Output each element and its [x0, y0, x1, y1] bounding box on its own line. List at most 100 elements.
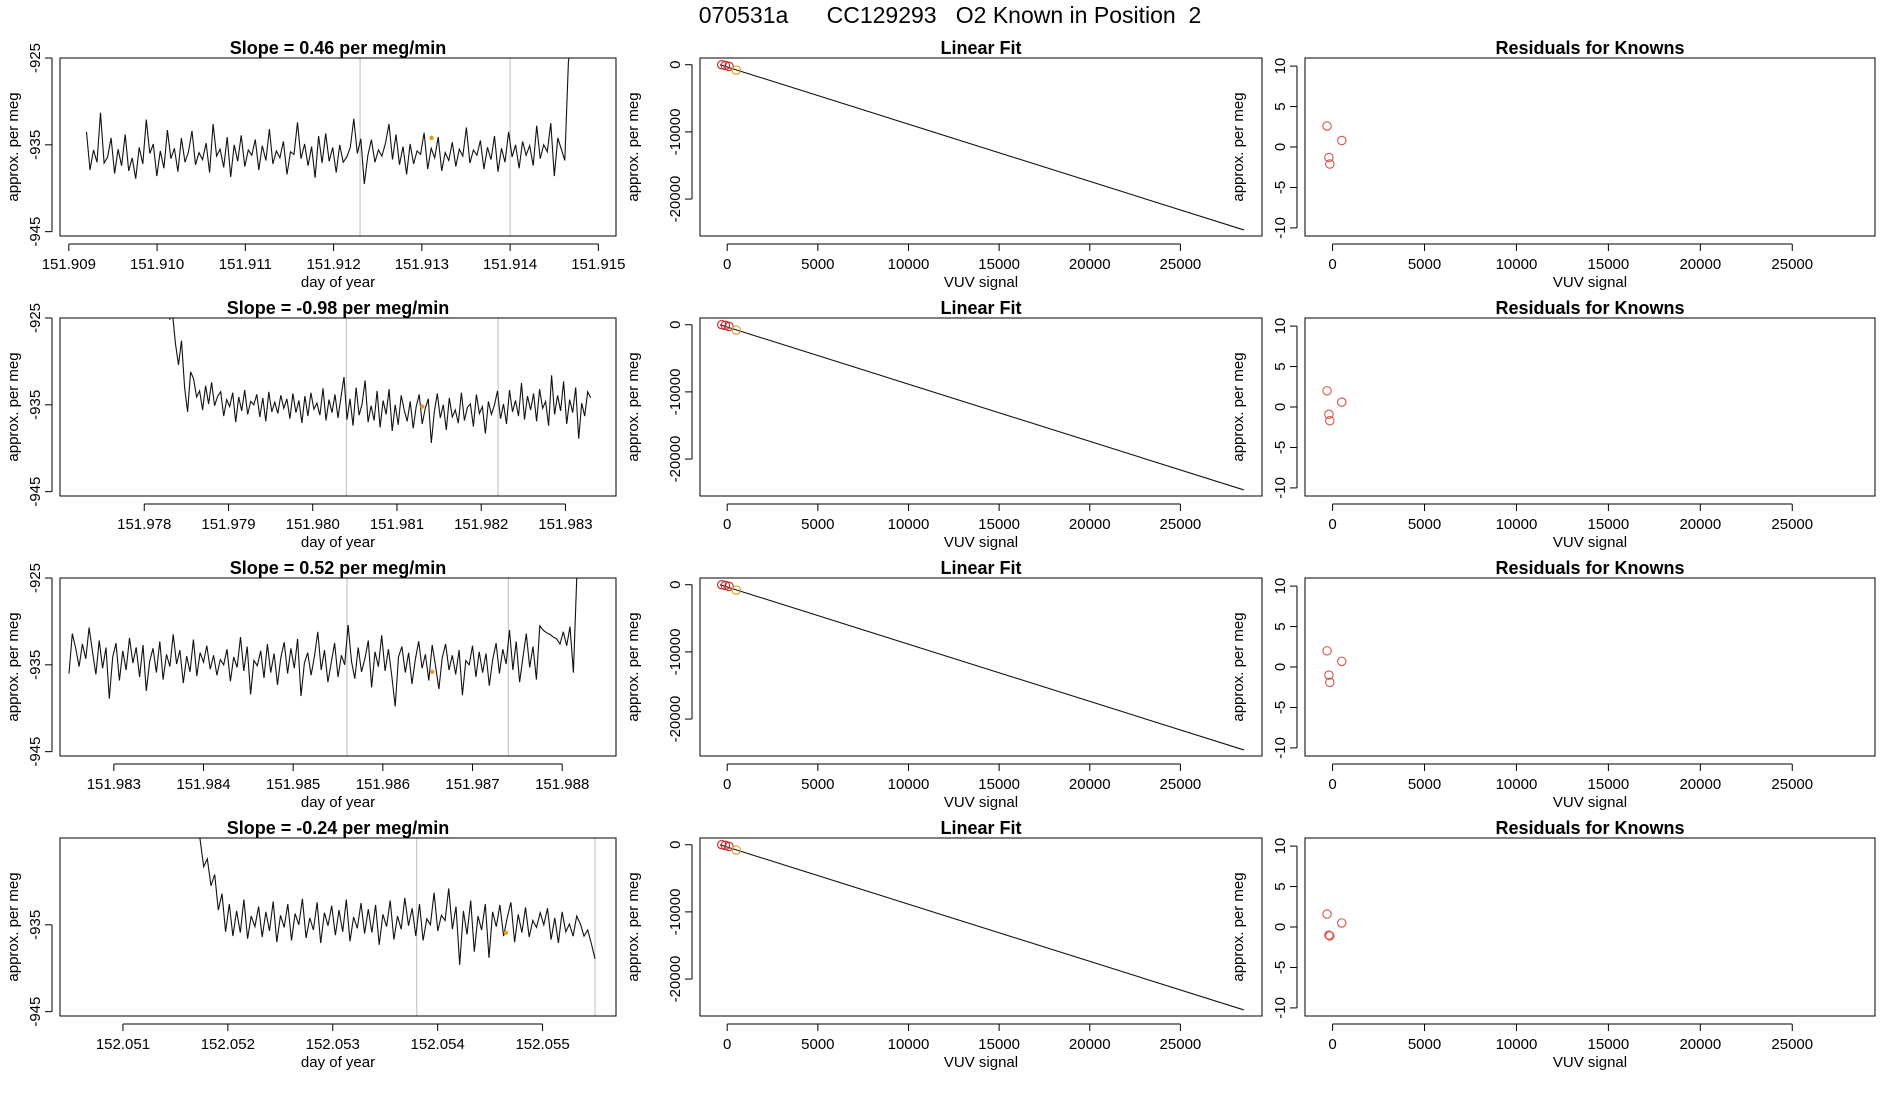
y-tick-label: -945: [27, 737, 44, 767]
x-tick-label: 5000: [1408, 776, 1441, 793]
y-tick-label: -10: [1272, 217, 1289, 239]
x-tick-label: 15000: [978, 516, 1020, 533]
x-tick-label: 5000: [801, 776, 834, 793]
x-axis-label: VUV signal: [944, 534, 1018, 551]
y-tick-label: -5: [1272, 961, 1289, 974]
x-tick-label: 5000: [1408, 256, 1441, 273]
y-tick-label: 0: [667, 841, 684, 849]
chart-title: Slope = -0.24 per meg/min: [227, 818, 450, 838]
y-tick-label: -20000: [667, 956, 684, 1003]
chart-title: Residuals for Knowns: [1495, 38, 1684, 58]
y-tick-label: -935: [27, 910, 44, 940]
chart-panel-linear_fit: Linear Fit 0 5000 10000 15000 20000 25000 VUV s…: [625, 558, 1263, 811]
x-axis-label: day of year: [301, 274, 375, 291]
x-tick-label: 151.980: [286, 516, 340, 533]
x-tick-label: 0: [723, 1036, 731, 1053]
y-tick-label: 5: [1272, 362, 1289, 370]
residual-point: [1322, 386, 1332, 396]
fit-point: [717, 319, 727, 330]
chart-panel-residuals: Residuals for Knowns 0 5000 10000 15000 20000…: [1230, 38, 1876, 291]
chart-title: Slope = -0.98 per meg/min: [227, 298, 450, 318]
x-tick-label: 151.912: [306, 256, 360, 273]
chart-panel-linear_fit: Linear Fit 0 5000 10000 15000 20000 25000 VUV s…: [625, 818, 1263, 1071]
chart-title: Residuals for Knowns: [1495, 818, 1684, 838]
series-line: [199, 838, 596, 965]
fit-point: [724, 581, 734, 592]
series-line: [68, 578, 578, 707]
residual-point: [1324, 152, 1334, 163]
plot-frame: [699, 57, 1263, 237]
residual-point: [1337, 397, 1347, 407]
plot-frame: [59, 57, 617, 237]
chart-panel-linear_fit: Linear Fit 0 5000 10000 15000 20000 25000 VUV s…: [625, 298, 1263, 551]
y-tick-label: -10: [1272, 997, 1289, 1019]
y-tick-label: 5: [1272, 882, 1289, 890]
y-axis-label: approx. per meg: [5, 352, 22, 461]
residual-point: [1322, 909, 1332, 919]
x-tick-label: 25000: [1160, 256, 1202, 273]
fit-line: [719, 584, 1245, 751]
figure-title: 070531a CC129293 O2 Known in Position 2: [698, 2, 1202, 28]
x-tick-label: 15000: [1588, 1036, 1630, 1053]
data-layer: [169, 318, 592, 444]
data-layer: [717, 839, 1245, 1011]
fit-point: [724, 841, 734, 852]
fit-point: [724, 321, 734, 332]
plot-frame: [59, 837, 617, 1017]
y-tick-label: -5: [1272, 441, 1289, 454]
data-layer: [717, 579, 1245, 751]
x-axis-label: day of year: [301, 1054, 375, 1071]
x-tick-label: 0: [1328, 256, 1336, 273]
x-tick-label: 15000: [978, 1036, 1020, 1053]
series-point-orange: [429, 669, 435, 674]
x-tick-label: 25000: [1771, 516, 1813, 533]
x-tick-label: 0: [723, 776, 731, 793]
x-tick-label: 10000: [888, 776, 930, 793]
series-point-orange: [429, 135, 434, 141]
residual-point: [1337, 135, 1347, 146]
x-tick-label: 151.978: [117, 516, 171, 533]
fit-point: [717, 59, 727, 70]
y-tick-label: 10: [1272, 578, 1289, 595]
y-tick-label: -925: [27, 303, 44, 333]
x-tick-label: 151.915: [571, 256, 625, 273]
y-axis-label: approx. per meg: [5, 612, 22, 721]
y-tick-label: 10: [1272, 838, 1289, 855]
y-tick-label: -20000: [667, 696, 684, 743]
fit-point: [717, 579, 727, 590]
fit-point: [731, 845, 742, 855]
x-tick-label: 151.983: [87, 776, 141, 793]
residual-point: [1337, 656, 1347, 667]
y-tick-label: -20000: [667, 436, 684, 483]
plot-frame: [1304, 837, 1876, 1017]
y-tick-label: 0: [667, 61, 684, 69]
x-tick-label: 152.055: [515, 1036, 569, 1053]
x-axis-label: day of year: [301, 534, 375, 551]
y-axis-label: approx. per meg: [1230, 352, 1247, 461]
x-tick-label: 151.988: [535, 776, 589, 793]
y-tick-label: 0: [1272, 403, 1289, 411]
chart-panel-linear_fit: Linear Fit 0 5000 10000 15000 20000 25000 VUV s…: [625, 38, 1263, 291]
x-tick-label: 152.054: [411, 1036, 465, 1053]
data-layer: [68, 578, 578, 707]
series-point-orange: [420, 404, 425, 409]
x-tick-label: 15000: [978, 256, 1020, 273]
residual-point: [1325, 931, 1335, 941]
fit-point: [720, 320, 731, 331]
data-layer: [1322, 909, 1347, 941]
chart-title: Linear Fit: [940, 298, 1021, 318]
chart-title: Slope = 0.46 per meg/min: [230, 38, 447, 58]
x-tick-label: 10000: [888, 256, 930, 273]
chart-panel-timeseries: Slope = 0.46 per meg/min 151.909 151.910 15…: [5, 38, 625, 291]
y-tick-label: 5: [1272, 622, 1289, 630]
plot-frame: [1304, 577, 1876, 757]
x-tick-label: 151.914: [483, 256, 537, 273]
x-tick-label: 15000: [978, 776, 1020, 793]
y-axis-label: approx. per meg: [1230, 92, 1247, 201]
fit-point: [731, 585, 742, 595]
y-tick-label: 0: [1272, 923, 1289, 931]
fit-line: [719, 64, 1245, 231]
plot-frame: [1304, 57, 1876, 237]
y-axis-label: approx. per meg: [625, 872, 642, 981]
x-tick-label: 0: [1328, 516, 1336, 533]
